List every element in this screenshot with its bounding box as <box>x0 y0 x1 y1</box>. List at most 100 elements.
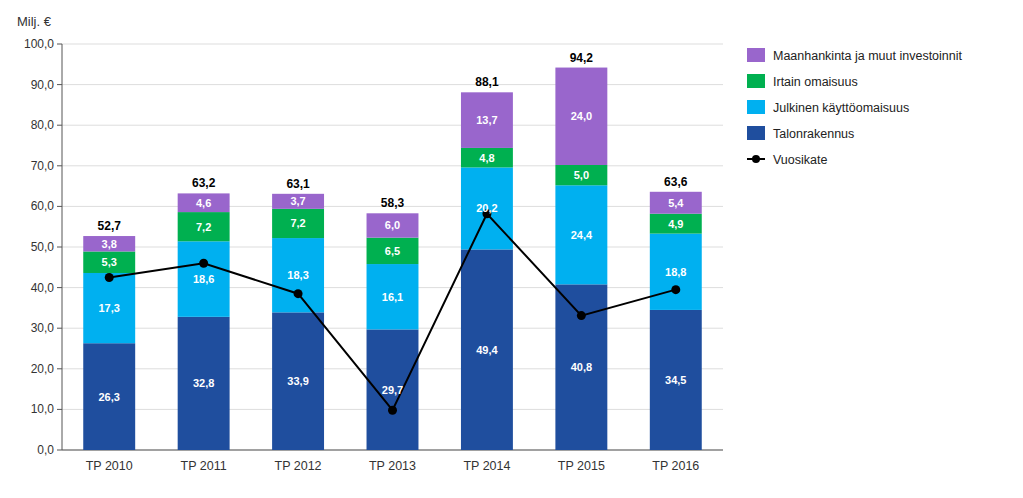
total-label: 52,7 <box>98 219 122 233</box>
grid-line <box>62 44 723 45</box>
line-point <box>294 289 303 298</box>
segment-label: 4,6 <box>196 197 211 209</box>
y-tick-label: 40,0 <box>31 281 55 295</box>
bar-segment <box>367 213 419 237</box>
total-label: 58,3 <box>381 196 405 210</box>
page: {"chart_data": { "type": "bar", "stacked… <box>0 0 1023 498</box>
y-tick <box>57 84 62 85</box>
segment-label: 29,7 <box>382 384 403 396</box>
segment-label: 24,0 <box>571 110 592 122</box>
x-tick-label: TP 2015 <box>558 459 605 473</box>
line-point <box>671 285 680 294</box>
segment-label: 4,9 <box>668 218 683 230</box>
bar-segment <box>272 238 324 312</box>
total-label: 63,1 <box>286 177 310 191</box>
segment-label: 34,5 <box>665 374 686 386</box>
bar-segment <box>650 214 702 234</box>
y-tick <box>57 450 62 451</box>
legend-label: Irtain omaisuus <box>773 75 858 89</box>
data-labels: 26,332,833,929,749,440,834,517,318,618,3… <box>98 51 688 403</box>
segment-label: 13,7 <box>476 114 497 126</box>
segment-label: 5,4 <box>668 197 684 209</box>
bar-segment <box>83 343 135 450</box>
bar-segment <box>178 241 230 317</box>
x-tick-label: TP 2010 <box>86 459 133 473</box>
bar-segment <box>461 167 513 249</box>
bar-segment <box>83 236 135 251</box>
y-tick <box>57 44 62 45</box>
segment-label: 32,8 <box>193 377 214 389</box>
segment-label: 18,6 <box>193 273 214 285</box>
bar-segment <box>272 209 324 238</box>
y-tick-label: 0,0 <box>37 443 54 457</box>
y-tick <box>57 125 62 126</box>
line-point <box>388 406 397 415</box>
legend-label: Vuosikate <box>773 153 827 167</box>
y-tick <box>57 206 62 207</box>
x-tick-label: TP 2011 <box>181 459 227 473</box>
bar-segment <box>272 194 324 209</box>
bar-segment <box>178 193 230 212</box>
grid-line <box>62 84 723 85</box>
y-axis-label: Milj. € <box>17 14 52 29</box>
grid-line <box>62 125 723 126</box>
legend-swatch <box>747 126 765 140</box>
segment-label: 20,2 <box>476 202 497 214</box>
segment-label: 7,2 <box>290 217 305 229</box>
bar-segment <box>555 185 607 284</box>
total-label: 63,6 <box>664 175 688 189</box>
legend-label: Julkinen käyttöomaisuus <box>773 101 909 115</box>
x-tick-label: TP 2016 <box>652 459 699 473</box>
y-tick-label: 90,0 <box>31 78 55 92</box>
bar-segment <box>650 192 702 214</box>
segment-label: 4,8 <box>479 152 494 164</box>
y-tick-label: 20,0 <box>31 362 55 376</box>
segment-label: 3,8 <box>102 238 117 250</box>
legend-swatch <box>747 74 765 88</box>
segment-label: 26,3 <box>99 391 120 403</box>
y-tick-label: 100,0 <box>24 37 54 51</box>
segment-label: 3,7 <box>290 195 305 207</box>
segment-label: 33,9 <box>287 375 308 387</box>
y-tick <box>57 287 62 288</box>
legend-marker <box>752 155 760 163</box>
y-tick-label: 60,0 <box>31 199 55 213</box>
y-tick-label: 80,0 <box>31 118 55 132</box>
grid-line <box>62 165 723 166</box>
segment-label: 18,8 <box>665 266 686 278</box>
x-tick-label: TP 2012 <box>275 459 322 473</box>
segment-label: 5,0 <box>574 169 589 181</box>
x-tick-label: TP 2014 <box>463 459 510 473</box>
bar-segment <box>461 92 513 148</box>
chart: 0,010,020,030,040,050,060,070,080,090,01… <box>0 0 1023 498</box>
segment-label: 18,3 <box>287 269 308 281</box>
bar-segment <box>178 212 230 241</box>
y-axis-line <box>62 44 63 450</box>
grid <box>62 44 723 450</box>
bar-segment <box>650 234 702 310</box>
bar-segment <box>367 238 419 264</box>
marks <box>83 68 702 450</box>
bar-segment <box>367 264 419 329</box>
bar-segment <box>272 312 324 450</box>
segment-label: 6,0 <box>385 219 400 231</box>
y-tick <box>57 409 62 410</box>
y-tick-label: 70,0 <box>31 159 55 173</box>
segment-label: 24,4 <box>571 229 593 241</box>
segment-label: 49,4 <box>476 344 498 356</box>
line-point <box>105 273 114 282</box>
segment-label: 5,3 <box>102 256 117 268</box>
legend-swatch <box>747 48 765 62</box>
segment-label: 40,8 <box>571 361 592 373</box>
bar-segment <box>555 165 607 185</box>
axes: 0,010,020,030,040,050,060,070,080,090,01… <box>24 37 723 473</box>
y-tick <box>57 165 62 166</box>
bar-segment <box>555 284 607 450</box>
segment-label: 6,5 <box>385 245 400 257</box>
legend-swatch <box>747 100 765 114</box>
bar-segment <box>367 329 419 450</box>
bar-segment <box>83 251 135 273</box>
legend-label: Maanhankinta ja muut investoinnit <box>773 49 963 63</box>
y-tick <box>57 368 62 369</box>
bar-segment <box>461 249 513 450</box>
